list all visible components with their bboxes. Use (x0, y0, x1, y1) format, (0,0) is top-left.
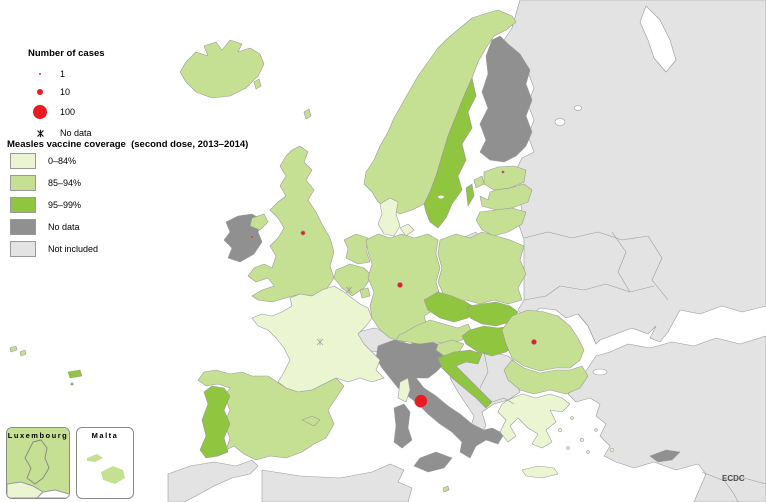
country-united-kingdom (247, 145, 335, 303)
country-croatia (437, 349, 493, 409)
country-denmark-zealand (399, 223, 415, 237)
swatch-95-99 (10, 197, 36, 213)
country-eastern-neighbours (503, 0, 766, 345)
swatch-85-94 (10, 175, 36, 191)
no-data-x-icon (36, 129, 44, 137)
country-italy-sardinia (393, 403, 413, 449)
case-marker-ireland (250, 235, 254, 239)
cases-legend-row-100: 100 (26, 103, 75, 121)
country-denmark (377, 197, 401, 237)
case-size-dot-10 (37, 89, 43, 95)
country-austria (395, 319, 473, 345)
case-marker-romania (531, 339, 537, 345)
cases-legend-label-100: 100 (60, 107, 76, 117)
coverage-legend-title: Measles vaccine coverage (second dose, 2… (7, 139, 249, 150)
country-estonia (483, 165, 527, 191)
internal-borders (479, 231, 766, 502)
malta-inset-gozo (87, 454, 103, 462)
country-finland (479, 35, 533, 163)
country-lithuania (475, 207, 527, 237)
lake-ladoga (554, 118, 566, 126)
country-estonia-islands (473, 175, 485, 189)
coverage-label-0-84: 0–84% (48, 156, 77, 166)
luxembourg-inset-country (24, 439, 50, 485)
country-morocco (167, 459, 259, 502)
ecdc-attribution: ECDC (722, 474, 745, 483)
country-uk-northern-ireland (249, 213, 269, 231)
white-sea (639, 5, 677, 73)
coverage-label-85-94: 85–94% (48, 178, 82, 188)
malta-inset-malta (101, 466, 125, 484)
country-netherlands (343, 233, 371, 265)
country-greece (497, 393, 571, 449)
swatch-0-84 (10, 153, 36, 169)
cases-legend-row-10: 10 (26, 83, 70, 101)
country-bulgaria (503, 359, 589, 395)
country-malta-speck (442, 485, 450, 493)
no-data-marker-france (316, 338, 324, 346)
country-france-corsica (397, 377, 411, 403)
coverage-row-85-94: 85–94% (10, 174, 81, 192)
case-marker-estonia (501, 170, 505, 174)
sea-of-marmara (592, 368, 608, 376)
country-italy-sicily (413, 451, 453, 473)
cases-legend-row-nodata: No data (26, 124, 92, 142)
country-luxembourg (359, 287, 371, 299)
cases-legend-title: Number of cases (28, 48, 105, 59)
coverage-row-0-84: 0–84% (10, 152, 76, 170)
malta-inset: Malta (76, 427, 134, 499)
cases-legend-label-nodata: No data (60, 128, 92, 138)
case-size-dot-1 (38, 72, 42, 76)
country-cyprus (649, 449, 681, 463)
country-sweden-gotland (465, 183, 475, 207)
country-faroe-islands (253, 78, 262, 90)
country-turkey (567, 335, 766, 502)
country-poland (437, 231, 527, 305)
country-sweden (423, 77, 477, 229)
atlantic-islands (9, 345, 83, 386)
lake-onega (574, 105, 582, 111)
case-marker-italy (414, 394, 428, 408)
coverage-label-nodata: No data (48, 222, 80, 232)
country-germany (365, 233, 441, 343)
case-marker-layer (250, 170, 537, 408)
country-greece-crete (521, 465, 559, 479)
malta-inset-label: Malta (91, 431, 119, 440)
luxembourg-inset-sea (36, 489, 69, 498)
malta-inset-map (87, 454, 125, 484)
luxembourg-inset-map (7, 428, 69, 498)
no-data-marker-belgium (345, 286, 353, 294)
swatch-nodata (10, 219, 36, 235)
country-spain-balearics (301, 415, 321, 427)
country-latvia (479, 183, 533, 211)
coverage-label-notincluded: Not included (48, 244, 99, 254)
case-marker-germany (397, 282, 403, 288)
coverage-row-nodata: No data (10, 218, 80, 236)
case-marker-united-kingdom (300, 230, 306, 236)
coverage-label-95-99: 95–99% (48, 200, 82, 210)
coverage-row-notincluded: Not included (10, 240, 98, 258)
country-romania (501, 309, 585, 372)
country-portugal (199, 385, 231, 459)
lake-vanern (438, 195, 444, 199)
country-uk-shetland (303, 108, 312, 120)
country-belgium (333, 263, 373, 297)
country-france (251, 285, 385, 393)
swatch-notincluded (10, 241, 36, 257)
cases-legend-row-1: 1 (26, 65, 65, 83)
country-algeria-tunisia (261, 463, 413, 502)
cases-legend-label-10: 10 (60, 87, 71, 97)
country-iceland (179, 39, 265, 99)
coverage-row-95-99: 95–99% (10, 196, 81, 214)
cases-legend-label-1: 1 (60, 69, 66, 79)
luxembourg-inset: Luxembourg (6, 427, 70, 499)
greek-islands (558, 416, 615, 454)
case-size-dot-100 (33, 105, 47, 119)
luxembourg-inset-label: Luxembourg (7, 431, 69, 440)
country-spain (197, 369, 345, 461)
